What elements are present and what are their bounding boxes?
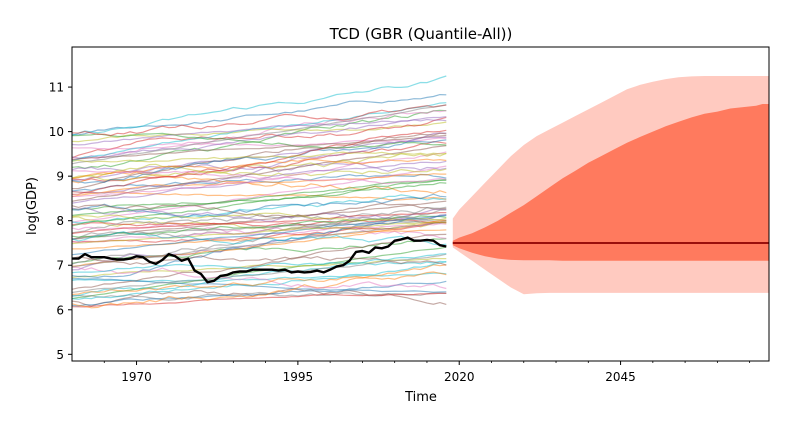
background-series-line [71,160,447,204]
background-series-line [71,145,447,202]
background-series-line [71,253,447,274]
background-series-line [71,221,447,268]
background-series-line [71,212,447,222]
background-series-line [71,104,447,165]
background-series-line [71,116,447,159]
background-series-line [71,266,447,290]
x-tick-label: 1995 [283,370,314,384]
focus-series-line [72,236,447,284]
forecast-bands [452,76,769,295]
plot-frame [71,46,770,362]
background-series-line [71,231,447,246]
x-axis: 1970 1995 2020 2045 [103,361,751,384]
background-series-line [71,75,447,137]
background-series-line [71,171,447,194]
x-tick-label: 2020 [444,370,475,384]
background-series-line [71,264,447,309]
background-series-line [71,212,447,235]
background-series-line [71,233,447,290]
background-series-line [71,170,447,185]
chart-title: TCD (GBR (Quantile-All)) [329,25,513,43]
y-tick-label: 7 [56,259,64,273]
y-tick-label: 8 [56,214,64,228]
background-series-line [71,151,447,163]
background-series-line [71,104,447,137]
y-axis: 5 6 7 8 9 10 11 [49,81,72,362]
background-series-line [71,191,447,201]
background-series-line [71,132,447,149]
background-series-line [71,218,447,227]
background-series-line [71,179,447,227]
background-series-line [71,280,447,307]
background-series-line [71,253,447,294]
background-series-line [71,255,447,266]
y-tick-label: 9 [56,170,64,184]
x-axis-label: Time [404,390,437,405]
background-series-line [71,132,447,190]
y-tick-label: 11 [49,81,64,95]
y-tick-label: 6 [56,303,64,317]
background-series-line [71,152,447,179]
background-series-line [71,202,447,218]
background-series-line [71,214,447,256]
background-series-line [71,173,447,198]
background-series-line [71,118,447,159]
background-series-line [71,221,447,245]
background-series-line [71,271,447,296]
x-tick-label: 1970 [121,370,152,384]
background-series-line [71,165,447,223]
background-series-line [71,139,447,184]
background-series-lines [71,75,447,309]
background-series-line [71,129,447,195]
forecast-inner-band [452,104,769,261]
background-series-line [71,134,447,161]
x-tick-label: 2045 [605,370,636,384]
background-series-line [71,207,447,222]
y-axis-label: log(GDP) [25,177,40,235]
background-series-line [71,292,447,308]
background-series-line [71,223,447,239]
background-series-line [71,168,447,182]
focus-series-layer [72,236,447,284]
y-tick-label: 5 [56,348,64,362]
background-series-line [71,116,447,146]
y-tick-label: 10 [49,125,64,139]
